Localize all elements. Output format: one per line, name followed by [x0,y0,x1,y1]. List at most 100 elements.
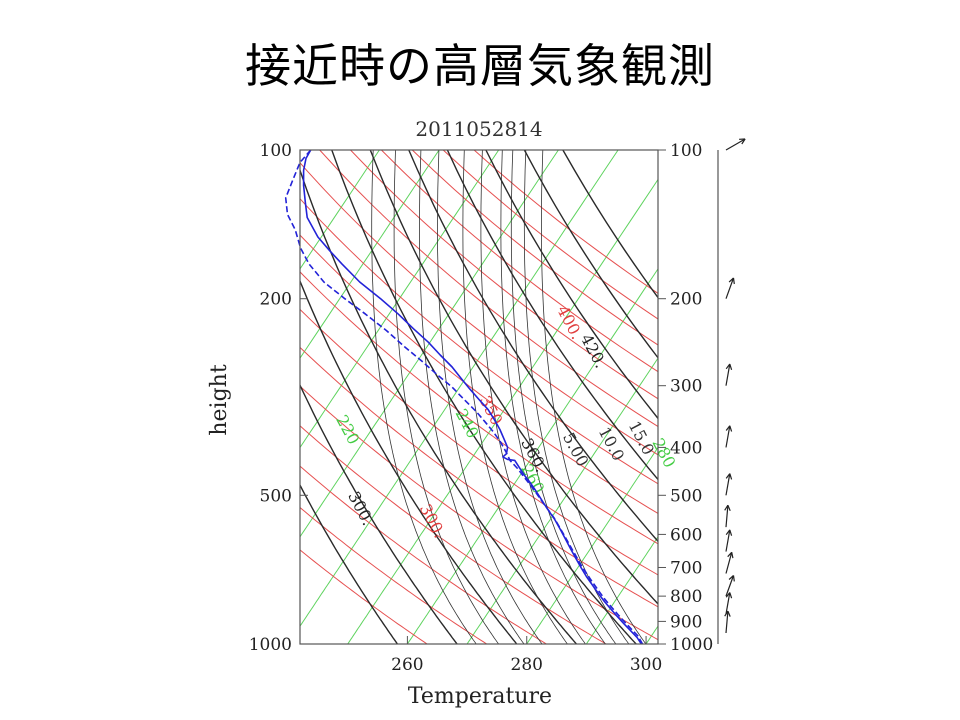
right-tick-label-6: 700 [670,558,702,578]
mixing-ratio-line-6 [500,150,606,644]
dry-adiabat-line-9 [300,197,658,485]
moist-adiabat-line-4 [331,150,638,644]
dry-adiabat-line-8 [300,234,658,514]
moist-adiabat-line-9 [523,150,658,359]
wind-barb-head-b-4 [725,473,731,479]
wind-barb-head-b-7 [727,551,733,558]
dry-adiabat-line-4 [300,385,658,641]
slide-title: 接近時の高層気象観測 [245,39,715,93]
wind-barb-6 [725,529,733,552]
right-tick-label-0: 100 [670,141,702,161]
moist-adiabat-line-1 [300,383,458,644]
y-axis-title: height [207,364,232,435]
sounding-profiles [284,149,644,645]
isotherm-line-3 [300,150,560,538]
y-tick-label-2: 500 [260,486,292,506]
wind-barb-head-b-10 [724,610,729,617]
wind-barb-shaft-5 [725,505,729,528]
wind-barb-shaft-1 [725,277,735,299]
moist-adiabat-line-3 [300,168,578,644]
mixing-ratio-line-8 [523,150,630,644]
wind-barb-head-b-6 [725,529,731,536]
wind-barb-5 [724,504,731,528]
dry-adiabat-lines [300,150,658,644]
isotherm-line-6 [406,267,658,644]
isotherm-line-9 [585,535,658,644]
right-tick-label-7: 800 [670,587,702,607]
moist-adiabat-line-2 [300,279,518,644]
isotherm-line-12 [758,102,960,654]
isotherm-line-7 [466,357,658,644]
wind-barb-shaft-4 [725,473,731,496]
wind-barb-head-a-4 [729,473,733,480]
isoline-label-4: 350 [475,392,506,428]
mixing-ratio-line-7 [510,150,617,644]
isoline-label-1: 240 [452,406,483,442]
wind-barb-7 [725,551,734,574]
wind-barb-head-a-5 [727,504,731,512]
mixing-ratio-lines [371,150,647,644]
wind-barb-head-b-1 [728,277,734,283]
wind-barb-head-b-8 [728,575,734,580]
x-axis-title: Temperature [408,684,552,709]
wind-barbs [724,138,746,634]
x-tick-label-1: 280 [511,655,543,675]
mixing-ratio-line-9 [541,150,647,644]
wind-barb-head-a-2 [729,363,733,370]
right-tick-label-9: 1000 [670,635,713,655]
wind-barb-head-a-10 [727,610,731,617]
profile-dewpoint-line [284,149,644,645]
wind-barb-head-a-9 [729,592,733,599]
isotherm-line-11 [699,102,960,654]
isotherm-line-2 [300,150,500,449]
wind-barb-head-b-9 [725,592,731,598]
wind-barb-0 [725,138,746,151]
x-tick-label-2: 300 [630,655,662,675]
mixing-ratio-line-4 [462,150,568,644]
isoline-label-0: 220 [332,412,363,448]
right-tick-label-4: 500 [670,486,702,506]
dry-adiabat-line-12 [349,150,658,400]
moist-adiabat-line-6 [408,150,658,543]
x-axis-ticks: 260 280 300 [391,636,662,675]
y-tick-label-1: 200 [260,290,292,310]
right-tick-label-3: 400 [670,438,702,458]
y-tick-label-3: 1000 [249,635,292,655]
isoline-label-11: 10.0 [595,424,629,464]
isotherm-line-1 [300,150,440,360]
wind-barb-3 [725,425,733,448]
wind-barb-9 [725,592,733,615]
wind-barb-shaft-6 [725,529,731,552]
wind-barb-1 [725,277,735,299]
dry-adiabat-line-13 [380,150,658,373]
wind-barb-8 [725,575,735,597]
wind-barb-shaft-2 [725,363,731,386]
wind-barb-4 [725,473,733,496]
wind-barb-head-b-2 [725,363,731,370]
dry-adiabat-line-6 [300,308,658,576]
profile-temperature-line [302,149,642,645]
wind-barb-shaft-10 [725,611,729,634]
dry-adiabat-line-2 [300,465,548,644]
isotherm-line-4 [300,150,619,628]
dry-adiabat-line-5 [300,346,658,608]
moist-adiabat-lines [300,150,658,644]
moist-adiabat-line-5 [369,150,658,605]
wind-barb-head-a-7 [731,552,734,559]
isoline-label-9: 300. [344,488,378,528]
wind-barb-10 [724,610,731,634]
dry-adiabat-line-10 [300,162,658,456]
right-tick-label-8: 900 [670,612,702,632]
wind-barb-shaft-3 [725,425,731,448]
isotherm-line-8 [526,446,658,644]
isotherm-line-5 [347,178,658,644]
mixing-ratio-line-2 [419,150,525,644]
wind-barb-head-b-5 [724,504,729,511]
moist-adiabat-line-10 [562,150,658,299]
x-tick-label-0: 260 [391,655,423,675]
isotherm-lines [300,102,960,654]
dry-adiabat-line-0 [300,549,428,644]
wind-barb-shaft-9 [725,592,731,615]
wind-barb-shaft-8 [725,575,735,597]
mixing-ratio-line-0 [371,150,477,644]
